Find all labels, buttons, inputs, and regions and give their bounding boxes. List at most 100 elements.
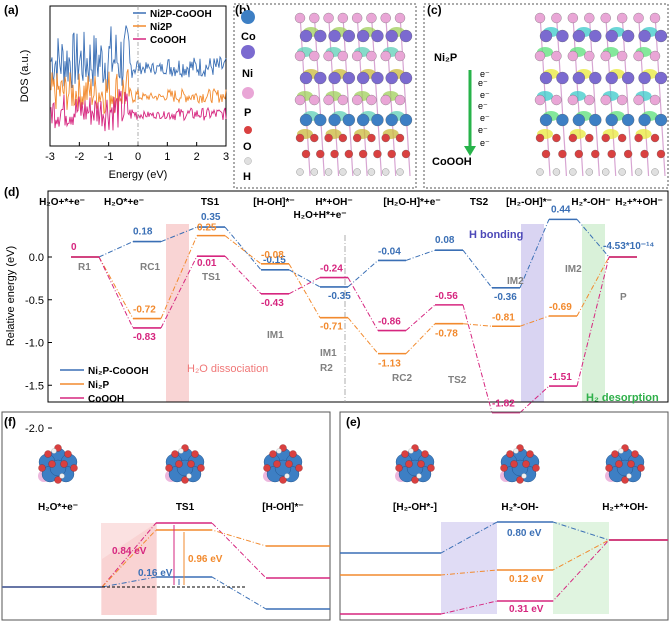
panel-d-label: (d) (4, 185, 19, 199)
atom (621, 71, 635, 85)
o-atom (171, 450, 179, 458)
atom (638, 71, 651, 85)
step-label: IM1 (320, 348, 337, 359)
o-atom (526, 450, 534, 458)
atom (399, 113, 413, 127)
atom (572, 29, 586, 43)
atom (294, 50, 306, 62)
o-atom (165, 464, 173, 472)
panel-d-yticks: 0.0 -0.5 -1.0 -1.5 -2.0 (25, 252, 52, 435)
atom (539, 113, 553, 127)
value-label-cooh: 0.01 (197, 258, 217, 269)
atom (324, 133, 333, 143)
step-label: IM1 (267, 330, 284, 341)
o-atom (181, 476, 189, 484)
atom (382, 168, 390, 176)
atom (351, 50, 363, 62)
atom (299, 113, 313, 127)
value-label-ni2p-cooh: -0.36 (494, 292, 517, 303)
panel-d: (d) Relative energy (eV) 0.0 -0.5 -1.0 -1.5… (4, 185, 669, 435)
atom (328, 29, 341, 43)
panel-d-state-labels: H₂O+*+e⁻ H₂O*+e⁻ TS1 [H-OH]*⁻ H*+OH⁻ [H₂O-H]*… (39, 197, 663, 208)
bond-line (313, 13, 325, 177)
state-label: H₂O+*+e⁻ (39, 197, 85, 208)
panel-b: (b) Co Ni P O H (233, 3, 417, 189)
h2-desorption-band (582, 224, 605, 402)
o-atom (516, 476, 524, 484)
atom (356, 29, 370, 43)
atom (556, 29, 569, 43)
o-atom (175, 460, 183, 468)
atom (616, 94, 628, 106)
h-atom (416, 473, 422, 479)
atom (607, 149, 616, 159)
atom (323, 94, 334, 106)
atom (371, 113, 384, 127)
atom (337, 94, 349, 106)
value-label-ni2p-cooh: 0.35 (201, 212, 221, 223)
bond-line (588, 13, 600, 177)
value-label-cooh: -1.82 (492, 399, 515, 410)
value-label-ni2p-cooh: -0.15 (263, 255, 286, 266)
atom (342, 113, 356, 127)
atom (552, 133, 561, 143)
atom (572, 113, 586, 127)
panel-f-label: (f) (4, 415, 16, 429)
atom (356, 71, 370, 85)
e-state-1: [H₂-OH*-] (393, 502, 437, 513)
atom (649, 50, 661, 62)
h2o-dissociation-band (166, 224, 189, 402)
atom (621, 113, 635, 127)
value-label-cooh: -0.56 (435, 291, 458, 302)
legend-ni: Ni (242, 68, 253, 80)
o-atom (510, 460, 518, 468)
atom (556, 71, 569, 85)
atom (534, 94, 546, 106)
state-label: H*+OH⁻ (315, 197, 352, 208)
o-atom (395, 464, 403, 472)
atom (344, 149, 354, 159)
atom (567, 12, 579, 24)
atom (584, 94, 595, 106)
atom (589, 71, 602, 85)
o-atom (187, 460, 195, 468)
state-label: TS2 (470, 197, 489, 208)
atom (358, 149, 368, 159)
atom (567, 50, 579, 62)
atom (651, 168, 659, 176)
atom (299, 71, 313, 85)
atom (601, 133, 610, 143)
o-atom (60, 460, 68, 468)
atom (539, 29, 553, 43)
atom (385, 29, 398, 43)
atom (605, 29, 618, 43)
atom (380, 50, 391, 62)
f-connector (2, 576, 330, 610)
bond-line (342, 13, 354, 177)
step-label: RC2 (392, 373, 412, 384)
d-ytick-label: 0.0 (29, 252, 44, 264)
h-atom (59, 473, 65, 479)
bond-line (555, 13, 568, 177)
o-atom (289, 450, 297, 458)
state-label: H₂O*+e⁻ (104, 197, 144, 208)
co-atom-icon (241, 10, 255, 24)
atom (654, 29, 668, 43)
atom (385, 113, 398, 127)
atom (401, 149, 411, 159)
step-label: TS2 (448, 375, 467, 386)
h-atom (513, 448, 519, 454)
panel-d-axes (47, 190, 669, 403)
electron-label: e⁻ (480, 90, 490, 100)
panel-c: (c) Ni₂P e⁻e⁻e⁻e⁻e⁻e⁻e⁻ CoOOH (423, 3, 669, 189)
a-xtick-label: 3 (223, 151, 229, 163)
panel-b-frame (233, 3, 417, 189)
atom (654, 71, 668, 85)
panel-c-structure (534, 12, 668, 177)
o-atom (615, 460, 623, 468)
e-connector (340, 539, 668, 615)
atom (342, 71, 356, 85)
panel-c-electrons: e⁻e⁻e⁻e⁻e⁻e⁻e⁻ (478, 69, 490, 148)
atom (373, 149, 382, 159)
